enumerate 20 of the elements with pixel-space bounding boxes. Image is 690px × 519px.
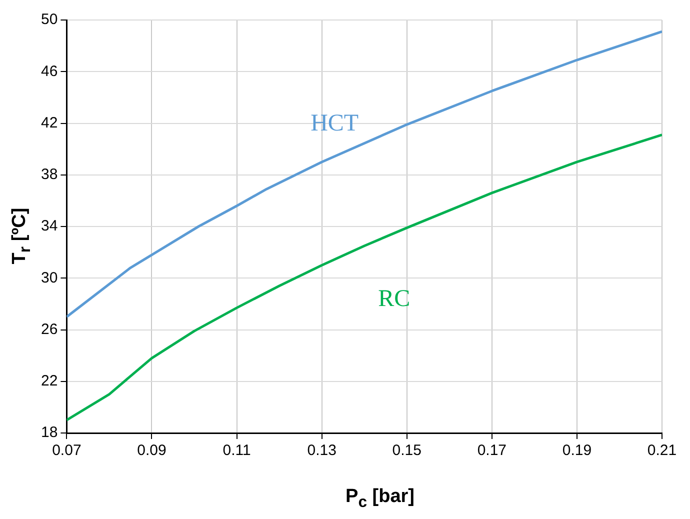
y-tick-label: 26	[40, 320, 58, 338]
y-tick-label: 30	[40, 269, 58, 286]
y-tick-label: 42	[40, 114, 58, 132]
y-tick-label: 38	[40, 166, 58, 184]
series-label: RC	[378, 286, 410, 312]
series-label: HCT	[310, 110, 359, 136]
y-tick-label: 50	[40, 11, 58, 28]
x-tick-label: 0.17	[477, 442, 507, 460]
x-tick-label: 0.07	[52, 442, 82, 460]
x-tick-label: 0.21	[647, 442, 677, 460]
y-tick-label: 34	[40, 218, 58, 235]
x-tick-label: 0.11	[222, 442, 251, 460]
y-tick-label: 46	[40, 62, 58, 80]
x-tick-label: 0.13	[307, 442, 336, 460]
x-tick-label: 0.15	[392, 442, 422, 460]
x-tick-label: 0.09	[137, 442, 166, 460]
x-axis-title: P$_{c}$ [bar]	[346, 486, 414, 512]
x-tick-label: 0.19	[562, 442, 592, 460]
y-tick-label: 18	[40, 424, 58, 442]
y-tick-label: 22	[40, 372, 58, 390]
